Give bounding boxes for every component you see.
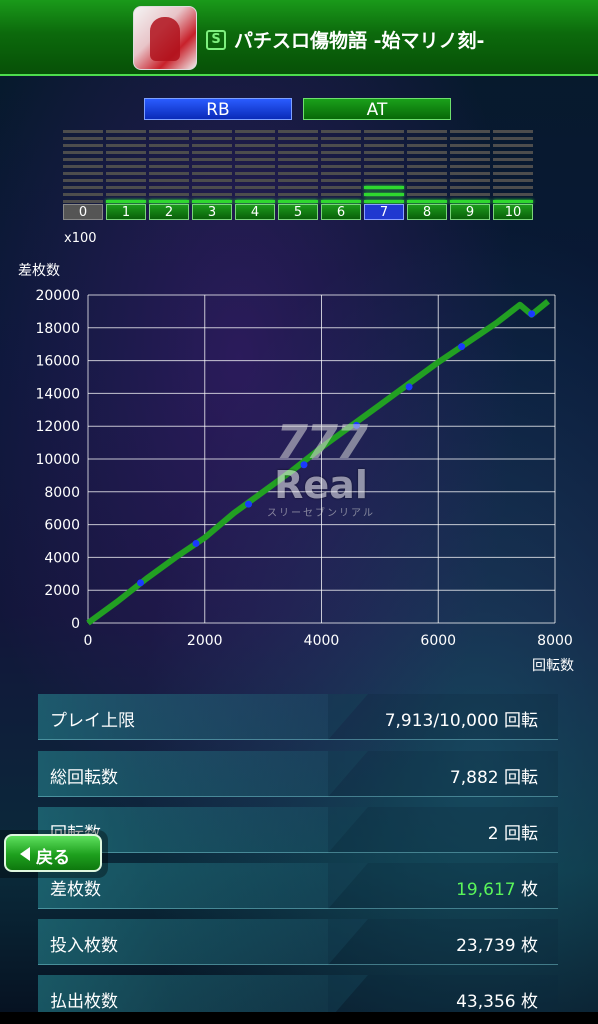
info-value: 7,882 回転 (449, 768, 538, 788)
info-label: 差枚数 (50, 880, 101, 900)
setting-label-8[interactable]: 8 (407, 204, 447, 220)
setting-bar-4 (235, 130, 275, 220)
unit-label: x100 (64, 231, 97, 246)
tab-rb[interactable]: RB (144, 98, 292, 120)
page-title: パチスロ傷物語 -始マリノ刻- (234, 30, 485, 52)
x-tick-label: 2000 (187, 633, 223, 649)
game-character-icon (133, 6, 197, 70)
info-row-spins: 回転数 2 回転 (38, 807, 558, 853)
y-tick-label: 14000 (35, 386, 80, 402)
setting-label-9[interactable]: 9 (450, 204, 490, 220)
x-tick-label: 0 (84, 633, 93, 649)
bonus-marker (458, 343, 466, 351)
difference-value: 19,617 (456, 880, 516, 900)
setting-label-5[interactable]: 5 (278, 204, 318, 220)
y-tick-label: 16000 (35, 354, 80, 370)
info-label: 投入枚数 (50, 936, 118, 956)
setting-label-3[interactable]: 3 (192, 204, 232, 220)
y-tick-label: 0 (71, 616, 80, 632)
setting-label-10[interactable]: 10 (493, 204, 533, 220)
setting-bar-10 (493, 130, 533, 220)
setting-label-0[interactable]: 0 (63, 204, 103, 220)
x-tick-label: 8000 (537, 633, 573, 649)
setting-bar-5 (278, 130, 318, 220)
setting-bar-8 (407, 130, 447, 220)
real-777-logo: 777 Real スリーセブンリアル (246, 418, 396, 528)
setting-bar-9 (450, 130, 490, 220)
x-tick-label: 6000 (420, 633, 456, 649)
info-label: プレイ上限 (50, 711, 135, 731)
setting-label-2[interactable]: 2 (149, 204, 189, 220)
y-axis-label: 差枚数 (18, 263, 60, 279)
y-tick-label: 2000 (44, 583, 80, 599)
setting-bar-1 (106, 130, 146, 220)
info-label: 払出枚数 (50, 992, 118, 1012)
bonus-marker (192, 539, 200, 547)
tab-at[interactable]: AT (303, 98, 451, 120)
bonus-marker (300, 461, 308, 469)
s-badge-icon: S (206, 30, 226, 50)
info-row-inserted: 投入枚数 23,739 枚 (38, 919, 558, 965)
setting-bar-6 (321, 130, 361, 220)
setting-bar-2 (149, 130, 189, 220)
setting-label-1[interactable]: 1 (106, 204, 146, 220)
setting-bar-7 (364, 130, 404, 220)
info-value: 23,739 枚 (456, 936, 538, 956)
y-tick-label: 20000 (35, 288, 80, 304)
bonus-marker (528, 310, 536, 318)
graph-chart: 0 2000 4000 6000 8000 0 2000 4000 6000 8000 10000 1… (18, 263, 574, 674)
info-value: 2 回転 (487, 824, 538, 844)
info-value: 7,913/10,000 回転 (384, 711, 538, 731)
watermark-main: Real (274, 463, 368, 507)
y-tick-label: 8000 (44, 485, 80, 501)
back-button-label: 戻る (36, 848, 70, 868)
bonus-marker (245, 500, 253, 508)
info-row-play-limit: プレイ上限 7,913/10,000 回転 (38, 694, 558, 740)
watermark-sub: スリーセブンリアル (267, 508, 375, 519)
setting-bar-0 (63, 130, 103, 220)
back-button[interactable]: 戻る (0, 830, 108, 878)
app-header: S パチスロ傷物語 -始マリノ刻- (0, 0, 598, 76)
info-label: 総回転数 (50, 768, 118, 788)
info-row-difference: 差枚数 19,617 枚 (38, 863, 558, 909)
series-line (86, 298, 550, 626)
y-tick-label: 10000 (35, 452, 80, 468)
setting-label-6[interactable]: 6 (321, 204, 361, 220)
y-tick-label: 12000 (35, 419, 80, 435)
watermark-top: 777 (275, 415, 368, 469)
info-value: 19,617 枚 (456, 875, 538, 900)
bottom-bar (0, 1012, 598, 1024)
y-tick-label: 4000 (44, 550, 80, 566)
info-row-total-spins: 総回転数 7,882 回転 (38, 751, 558, 797)
setting-label-7[interactable]: 7 (364, 204, 404, 220)
back-button-face[interactable]: 戻る (4, 834, 102, 872)
setting-bar-3 (192, 130, 232, 220)
y-tick-label: 6000 (44, 518, 80, 534)
y-tick-label: 18000 (35, 321, 80, 337)
bonus-marker (353, 421, 361, 429)
difference-unit: 枚 (515, 880, 538, 900)
left-arrow-icon (20, 847, 30, 861)
bonus-marker (405, 383, 413, 391)
x-axis-label: 回転数 (532, 658, 574, 674)
bonus-marker (137, 579, 145, 587)
info-value: 43,356 枚 (456, 992, 538, 1012)
setting-label-4[interactable]: 4 (235, 204, 275, 220)
x-tick-label: 4000 (304, 633, 340, 649)
